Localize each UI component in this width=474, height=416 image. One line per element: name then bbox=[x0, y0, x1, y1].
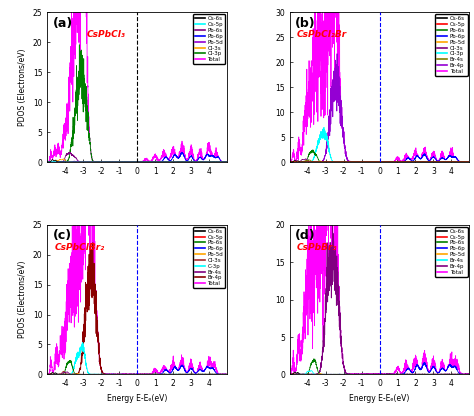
Text: (b): (b) bbox=[295, 17, 316, 30]
Text: (a): (a) bbox=[53, 17, 73, 30]
Y-axis label: PDOS (Electrons/eV): PDOS (Electrons/eV) bbox=[18, 49, 27, 126]
Legend: Cs-6s, Cs-5p, Pb-6s, Pb-6p, Pb-5d, Br-4s, Br-4p, Total: Cs-6s, Cs-5p, Pb-6s, Pb-6p, Pb-5d, Br-4s… bbox=[435, 227, 467, 277]
Text: CsPbCl₃: CsPbCl₃ bbox=[87, 30, 126, 40]
Legend: Cs-6s, Cs-5p, Pb-6s, Pb-6p, Pb-5d, Cl-3s, Cl-3p, Total: Cs-6s, Cs-5p, Pb-6s, Pb-6p, Pb-5d, Cl-3s… bbox=[193, 14, 225, 64]
Text: (d): (d) bbox=[295, 229, 316, 243]
Legend: Cs-6s, Cs-5p, Pb-6s, Pb-6p, Pb-5d, Cl-3s, C-3p, Br-4s, Br-4p, Total: Cs-6s, Cs-5p, Pb-6s, Pb-6p, Pb-5d, Cl-3s… bbox=[193, 227, 225, 288]
X-axis label: Energy E-Eₑ(eV): Energy E-Eₑ(eV) bbox=[349, 394, 410, 403]
X-axis label: Energy E-Eₑ(eV): Energy E-Eₑ(eV) bbox=[107, 394, 167, 403]
Legend: Cs-6s, Cs-5p, Pb-6s, Pb-6p, Pb-5d, Cl-3s, Cl-3p, Br-4s, Br-4p, Total: Cs-6s, Cs-5p, Pb-6s, Pb-6p, Pb-5d, Cl-3s… bbox=[435, 14, 467, 76]
Y-axis label: PDOS (Electrons/eV): PDOS (Electrons/eV) bbox=[18, 261, 27, 338]
Text: CsPbClBr₂: CsPbClBr₂ bbox=[55, 243, 105, 252]
Text: CsPbCl₂Br: CsPbCl₂Br bbox=[297, 30, 347, 40]
Text: CsPbBr₃: CsPbBr₃ bbox=[297, 243, 337, 252]
Text: (c): (c) bbox=[53, 229, 72, 243]
